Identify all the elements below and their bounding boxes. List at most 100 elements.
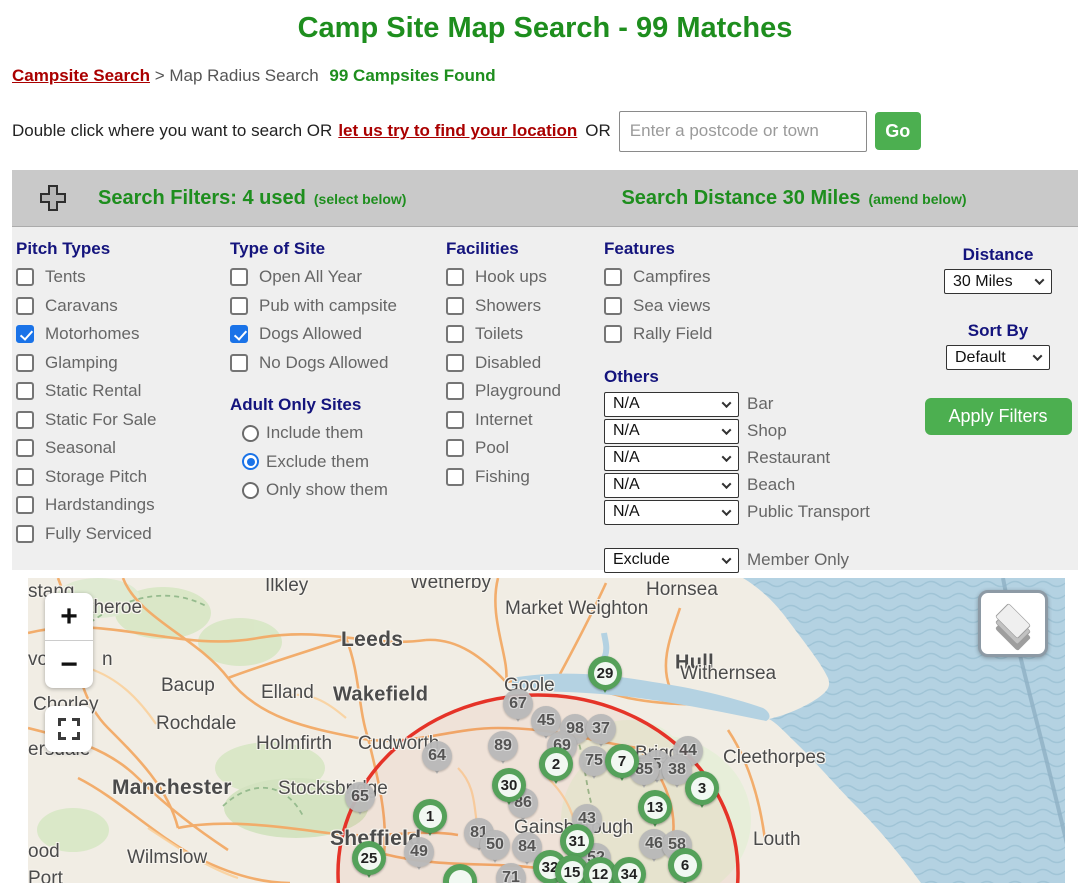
filter-checkbox-pub-with-campsite[interactable]: Pub with campsite bbox=[230, 292, 397, 321]
radio[interactable] bbox=[242, 424, 259, 442]
search-instruction-text: Double click where you want to search OR bbox=[12, 121, 333, 140]
map-marker-green-2[interactable]: 2 bbox=[539, 747, 573, 784]
distance-select[interactable]: 30 Miles bbox=[944, 269, 1052, 294]
checkbox[interactable] bbox=[16, 382, 34, 401]
map-marker-green-32[interactable]: 32 bbox=[533, 850, 567, 883]
filter-checkbox-sea-views[interactable]: Sea views bbox=[604, 292, 870, 321]
filter-checkbox-static-for-sale[interactable]: Static For Sale bbox=[16, 406, 157, 435]
go-button[interactable]: Go bbox=[874, 112, 921, 150]
breadcrumb-campsite-search-link[interactable]: Campsite Search bbox=[12, 66, 150, 85]
radio-exclude-them[interactable]: Exclude them bbox=[242, 448, 397, 477]
checkbox[interactable] bbox=[16, 268, 34, 287]
map-marker-green-34[interactable]: 34 bbox=[612, 857, 646, 883]
filter-checkbox-internet[interactable]: Internet bbox=[446, 406, 561, 435]
checkbox[interactable] bbox=[230, 268, 248, 287]
map-canvas[interactable]: stang Clitheroe Ilkley Wetherby Hornsea Marke… bbox=[28, 578, 1065, 883]
checkbox[interactable] bbox=[230, 296, 248, 315]
checkbox[interactable] bbox=[446, 467, 464, 486]
member-only-select[interactable]: Exclude bbox=[604, 547, 739, 573]
radio-selected[interactable] bbox=[242, 453, 259, 471]
checkbox[interactable] bbox=[16, 467, 34, 486]
filter-checkbox-playground[interactable]: Playground bbox=[446, 377, 561, 406]
filter-checkbox-fishing[interactable]: Fishing bbox=[446, 463, 561, 492]
map-marker-gray-89[interactable]: 89 bbox=[488, 731, 518, 764]
map-marker-gray-65[interactable]: 65 bbox=[345, 782, 375, 815]
checkbox[interactable] bbox=[446, 268, 464, 287]
map-marker-gray-71[interactable]: 71 bbox=[496, 863, 526, 883]
select-beach[interactable]: N/A bbox=[604, 472, 739, 498]
checkbox-checked[interactable] bbox=[16, 325, 34, 344]
map-marker-green-25[interactable]: 25 bbox=[352, 841, 386, 878]
fullscreen-button[interactable] bbox=[45, 706, 92, 752]
map-marker-green-7[interactable]: 7 bbox=[605, 744, 639, 781]
radio-only-show-them[interactable]: Only show them bbox=[242, 476, 397, 505]
map-marker-green[interactable] bbox=[443, 864, 477, 883]
checkbox[interactable] bbox=[446, 325, 464, 344]
filter-checkbox-showers[interactable]: Showers bbox=[446, 292, 561, 321]
filter-checkbox-disabled[interactable]: Disabled bbox=[446, 349, 561, 378]
filter-checkbox-motorhomes[interactable]: Motorhomes bbox=[16, 320, 157, 349]
checkbox[interactable] bbox=[446, 410, 464, 429]
postcode-input[interactable] bbox=[618, 110, 867, 152]
filter-checkbox-glamping[interactable]: Glamping bbox=[16, 349, 157, 378]
filter-checkbox-no-dogs-allowed[interactable]: No Dogs Allowed bbox=[230, 349, 397, 378]
filter-checkbox-hook-ups[interactable]: Hook ups bbox=[446, 263, 561, 292]
filter-checkbox-caravans[interactable]: Caravans bbox=[16, 292, 157, 321]
radio-include-them[interactable]: Include them bbox=[242, 419, 397, 448]
select-restaurant[interactable]: N/A bbox=[604, 445, 739, 471]
filter-checkbox-dogs-allowed[interactable]: Dogs Allowed bbox=[230, 320, 397, 349]
layers-control[interactable] bbox=[978, 590, 1048, 657]
checkbox-checked[interactable] bbox=[230, 325, 248, 344]
filter-checkbox-toilets[interactable]: Toilets bbox=[446, 320, 561, 349]
filter-checkbox-open-all-year[interactable]: Open All Year bbox=[230, 263, 397, 292]
map-marker-gray-64[interactable]: 64 bbox=[422, 741, 452, 774]
radio[interactable] bbox=[242, 481, 259, 499]
select-public-transport[interactable]: N/A bbox=[604, 499, 739, 525]
map-marker-green-12[interactable]: 12 bbox=[583, 857, 617, 883]
zoom-in-button[interactable]: + bbox=[45, 593, 93, 641]
zoom-out-button[interactable]: − bbox=[60, 647, 78, 681]
filter-checkbox-pool[interactable]: Pool bbox=[446, 434, 561, 463]
map-marker-green-29[interactable]: 29 bbox=[588, 656, 622, 693]
map-marker-gray-49[interactable]: 49 bbox=[404, 837, 434, 870]
find-location-link[interactable]: let us try to find your location bbox=[338, 121, 578, 140]
map-marker-gray-37[interactable]: 37 bbox=[586, 714, 616, 747]
map-marker-green-1[interactable]: 1 bbox=[413, 799, 447, 836]
filter-checkbox-seasonal[interactable]: Seasonal bbox=[16, 434, 157, 463]
map-marker-green-3[interactable]: 3 bbox=[685, 771, 719, 808]
marker-head: 25 bbox=[352, 841, 386, 875]
select-value: N/A bbox=[613, 476, 640, 493]
checkbox[interactable] bbox=[230, 353, 248, 372]
map-marker-green-13[interactable]: 13 bbox=[638, 790, 672, 827]
checkbox[interactable] bbox=[604, 296, 622, 315]
checkbox[interactable] bbox=[604, 325, 622, 344]
checkbox[interactable] bbox=[16, 410, 34, 429]
filter-checkbox-rally-field[interactable]: Rally Field bbox=[604, 320, 870, 349]
map-marker-gray-67[interactable]: 67 bbox=[503, 689, 533, 722]
apply-filters-button[interactable]: Apply Filters bbox=[924, 398, 1072, 435]
checkbox[interactable] bbox=[446, 296, 464, 315]
checkbox[interactable] bbox=[16, 524, 34, 543]
filter-checkbox-storage-pitch[interactable]: Storage Pitch bbox=[16, 463, 157, 492]
filter-checkbox-tents[interactable]: Tents bbox=[16, 263, 157, 292]
checkbox[interactable] bbox=[446, 382, 464, 401]
sort-by-select[interactable]: Default bbox=[946, 345, 1050, 370]
filter-checkbox-fully-serviced[interactable]: Fully Serviced bbox=[16, 520, 157, 549]
map-marker-green-30[interactable]: 30 bbox=[492, 768, 526, 805]
filter-checkbox-static-rental[interactable]: Static Rental bbox=[16, 377, 157, 406]
filter-checkbox-campfires[interactable]: Campfires bbox=[604, 263, 870, 292]
checkbox[interactable] bbox=[16, 439, 34, 458]
checkbox[interactable] bbox=[604, 268, 622, 287]
checkbox[interactable] bbox=[16, 353, 34, 372]
map-marker-green-31[interactable]: 31 bbox=[560, 824, 594, 861]
select-bar[interactable]: N/A bbox=[604, 391, 739, 417]
checkbox[interactable] bbox=[16, 496, 34, 515]
filter-checkbox-hardstandings[interactable]: Hardstandings bbox=[16, 491, 157, 520]
select-shop[interactable]: N/A bbox=[604, 418, 739, 444]
map-marker-green-6[interactable]: 6 bbox=[668, 848, 702, 883]
map-marker-gray-75[interactable]: 75 bbox=[579, 746, 609, 779]
checkbox[interactable] bbox=[16, 296, 34, 315]
map-marker-gray-50[interactable]: 50 bbox=[480, 830, 510, 863]
checkbox[interactable] bbox=[446, 439, 464, 458]
checkbox[interactable] bbox=[446, 353, 464, 372]
